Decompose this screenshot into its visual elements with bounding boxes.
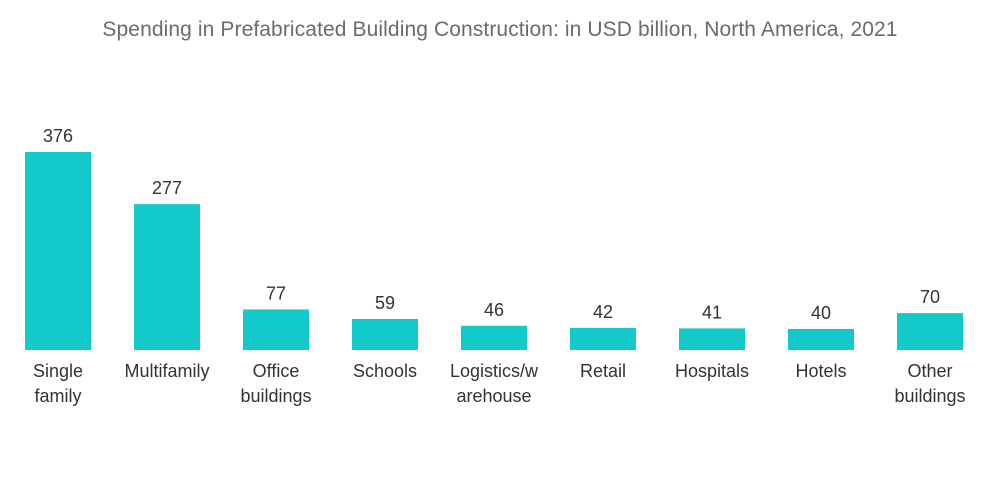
category-label-0: Single family xyxy=(33,361,83,406)
category-label-8: Other buildings xyxy=(894,361,965,406)
value-label-6: 41 xyxy=(702,302,722,322)
value-label-7: 40 xyxy=(811,303,831,323)
value-label-1: 277 xyxy=(152,178,182,198)
value-label-2: 77 xyxy=(266,283,286,303)
value-label-0: 376 xyxy=(43,126,73,146)
bar-8 xyxy=(897,313,963,350)
bar-2 xyxy=(243,309,309,350)
value-label-8: 70 xyxy=(920,287,940,307)
category-label-6: Hospitals xyxy=(675,361,749,381)
category-label-3: Schools xyxy=(353,361,417,381)
bar-5 xyxy=(570,327,636,350)
value-label-4: 46 xyxy=(484,300,504,320)
bar-3 xyxy=(352,318,418,350)
category-label-2: Office buildings xyxy=(240,361,311,406)
chart-title: Spending in Prefabricated Building Const… xyxy=(102,18,898,41)
value-label-3: 59 xyxy=(375,293,395,313)
bar-4 xyxy=(461,325,527,350)
category-label-7: Hotels xyxy=(795,361,846,381)
bar-7 xyxy=(788,328,854,350)
value-label-5: 42 xyxy=(593,302,613,322)
bar-0 xyxy=(25,152,91,350)
bar-6 xyxy=(679,328,745,350)
category-label-5: Retail xyxy=(580,361,626,381)
category-label-4: Logistics/w arehouse xyxy=(450,361,539,406)
bar-1 xyxy=(134,204,200,350)
category-label-1: Multifamily xyxy=(124,361,209,381)
